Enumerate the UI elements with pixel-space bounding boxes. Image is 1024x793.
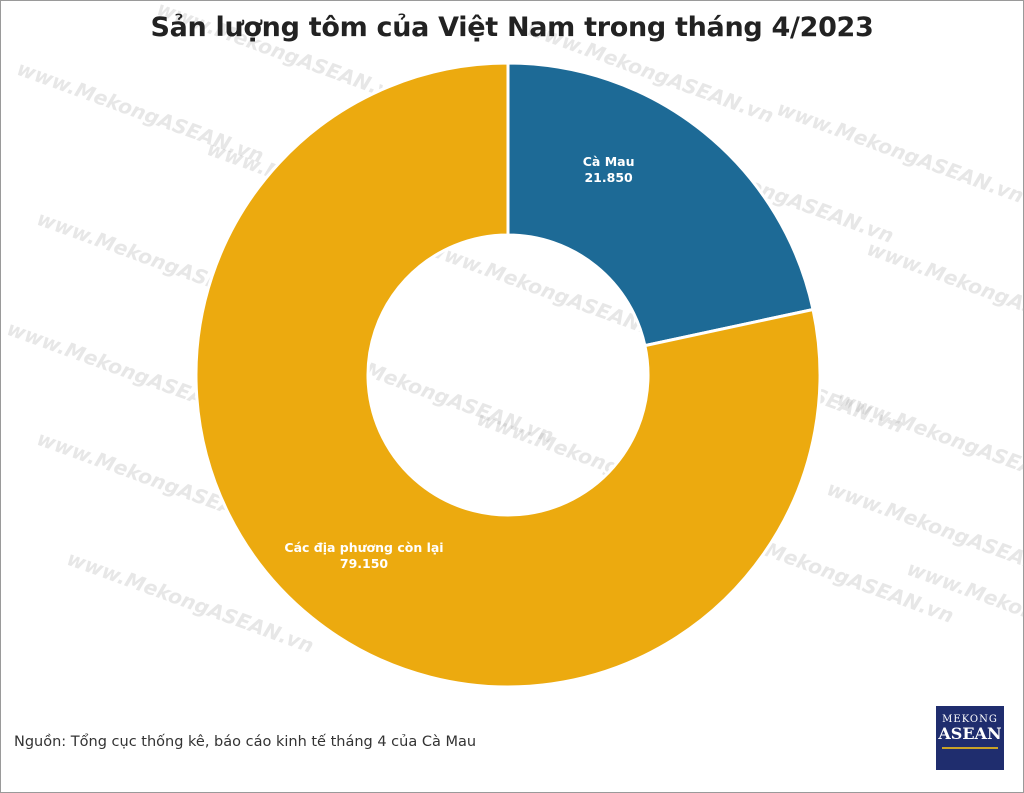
label-ca-mau-name: Cà Mau (583, 154, 635, 169)
label-others-name: Các địa phương còn lại (284, 540, 443, 555)
label-ca-mau-value: 21.850 (584, 170, 633, 185)
logo-bar (942, 747, 998, 749)
chart-title: Sản lượng tôm của Việt Nam trong tháng 4… (150, 12, 874, 43)
logo-line-1: MEKONG (942, 714, 998, 725)
slice-others (194, 61, 822, 689)
source-note: Nguồn: Tổng cục thống kê, báo cáo kinh t… (14, 734, 477, 750)
mekong-asean-logo: MEKONG ASEAN (936, 706, 1004, 770)
label-others-value: 79.150 (340, 556, 389, 571)
slice-ca-mau (506, 61, 815, 348)
logo-line-2: ASEAN (938, 724, 1002, 743)
